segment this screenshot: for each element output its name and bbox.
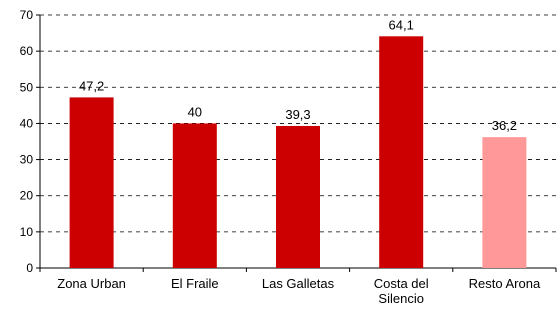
bar-value-label: 47,2 — [79, 78, 104, 93]
y-tick-label: 0 — [26, 261, 33, 275]
bars — [69, 36, 527, 269]
y-tick-label: 20 — [20, 189, 34, 203]
category-label: Silencio — [378, 291, 424, 306]
bar — [172, 123, 217, 268]
y-tick-label: 30 — [20, 153, 34, 167]
y-tick-label: 50 — [20, 80, 34, 94]
y-tick-label: 60 — [20, 44, 34, 58]
category-label: El Fraile — [171, 276, 219, 291]
category-label: Zona Urban — [57, 276, 126, 291]
y-tick-label: 10 — [20, 225, 34, 239]
bar — [69, 97, 114, 268]
bar — [276, 125, 320, 268]
bar-value-label: 64,1 — [389, 17, 414, 32]
bar — [379, 36, 424, 269]
y-tick-label: 70 — [20, 8, 34, 22]
bar-value-label: 40 — [188, 104, 202, 119]
bar — [482, 137, 527, 268]
y-tick-label: 40 — [20, 116, 34, 130]
bar-value-label: 36,2 — [492, 118, 517, 133]
category-label: Costa del — [374, 276, 429, 291]
category-label: Las Galletas — [262, 276, 335, 291]
labels: 0 10 20 30 40 50 60 70 47,2 Zona Urban 40 El Fraile… — [20, 8, 541, 306]
category-label: Resto Arona — [469, 276, 541, 291]
bar-value-label: 39,3 — [285, 107, 310, 122]
